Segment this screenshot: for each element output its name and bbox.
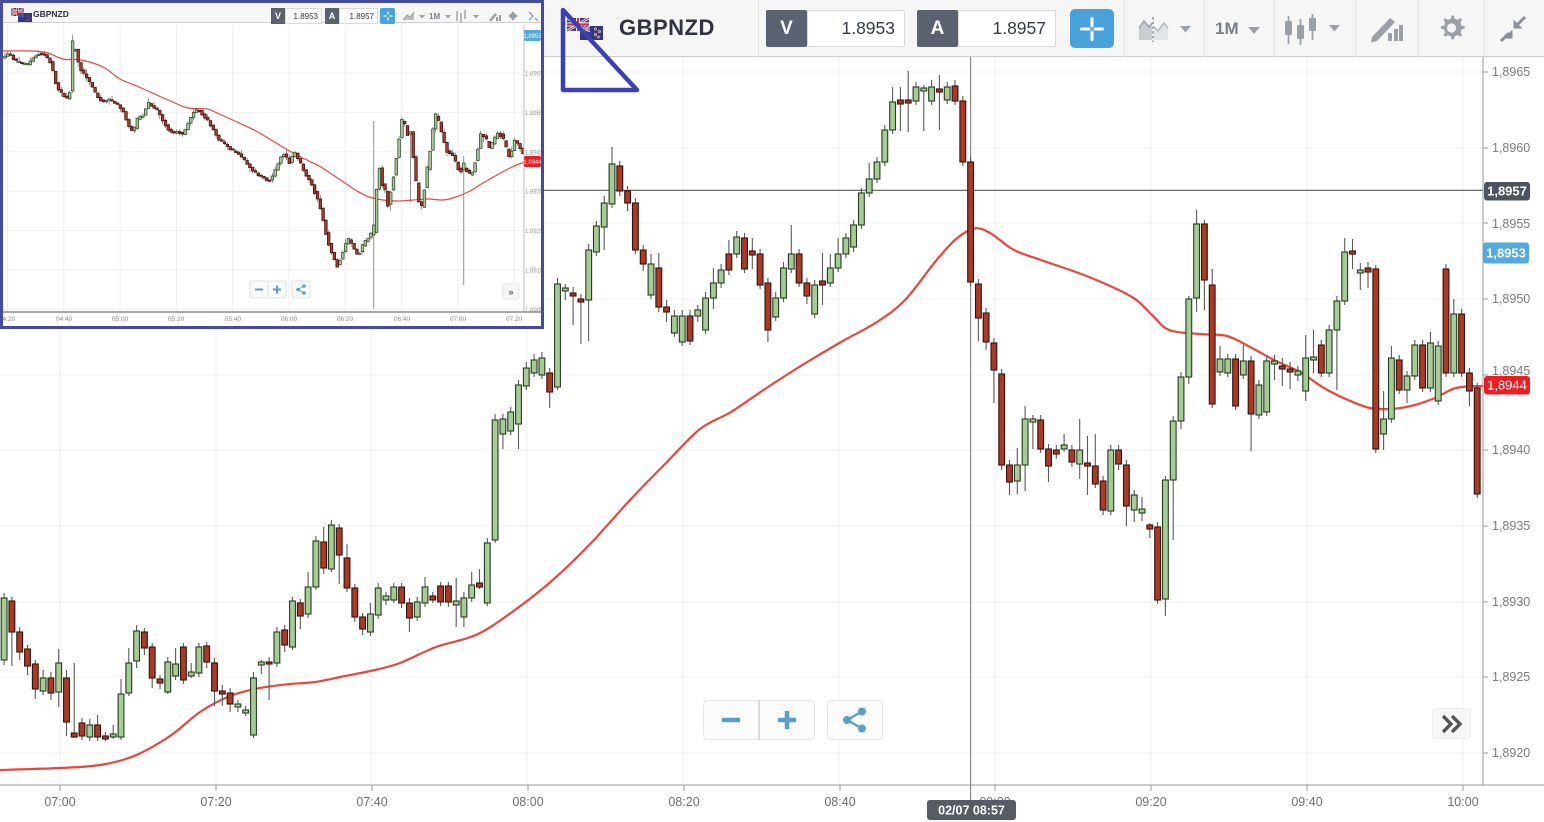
svg-text:09:20: 09:20: [1135, 795, 1166, 809]
svg-text:1,8945: 1,8945: [525, 150, 541, 156]
svg-text:08:40: 08:40: [824, 795, 855, 809]
svg-text:1,8957: 1,8957: [1487, 184, 1527, 199]
svg-text:07:00: 07:00: [450, 316, 467, 323]
svg-text:10:00: 10:00: [1447, 795, 1478, 809]
svg-text:08:20: 08:20: [668, 795, 699, 809]
svg-text:1,8905: 1,8905: [525, 308, 541, 314]
svg-text:1,8940: 1,8940: [1492, 443, 1530, 457]
svg-text:»: »: [508, 287, 513, 297]
svg-text:1,8930: 1,8930: [1492, 595, 1530, 609]
svg-text:02/07 08:57: 02/07 08:57: [938, 803, 1005, 817]
svg-text:07:20: 07:20: [506, 316, 523, 323]
svg-text:1,8925: 1,8925: [1492, 670, 1530, 684]
svg-text:1,8944: 1,8944: [523, 160, 541, 166]
svg-text:1,8965: 1,8965: [1492, 65, 1530, 79]
svg-text:1,8944: 1,8944: [1487, 378, 1527, 393]
svg-text:07:00: 07:00: [44, 795, 75, 809]
svg-text:07:40: 07:40: [356, 795, 387, 809]
svg-text:08:00: 08:00: [512, 795, 543, 809]
svg-text:06:00: 06:00: [281, 316, 298, 323]
svg-text:1,8955: 1,8955: [1492, 217, 1530, 231]
svg-text:1,8955: 1,8955: [525, 111, 541, 117]
svg-text:1M: 1M: [429, 12, 440, 21]
svg-text:06:40: 06:40: [394, 316, 411, 323]
svg-text:05:20: 05:20: [168, 316, 185, 323]
svg-text:1,8935: 1,8935: [525, 190, 541, 196]
svg-text:05:40: 05:40: [225, 316, 242, 323]
svg-text:09:40: 09:40: [1291, 795, 1322, 809]
svg-text:04:20: 04:20: [3, 316, 16, 323]
svg-text:1,8935: 1,8935: [1492, 519, 1530, 533]
svg-text:05:00: 05:00: [112, 316, 129, 323]
svg-text:1,8953: 1,8953: [523, 34, 541, 40]
svg-text:06:20: 06:20: [337, 316, 354, 323]
svg-text:1,8950: 1,8950: [1492, 292, 1530, 306]
svg-text:1,8965: 1,8965: [525, 72, 541, 78]
svg-text:1,8925: 1,8925: [525, 229, 541, 235]
svg-text:1,8945: 1,8945: [1492, 364, 1530, 378]
svg-text:1,8953: 1,8953: [1486, 245, 1526, 260]
svg-text:04:40: 04:40: [56, 316, 73, 323]
svg-text:1,8960: 1,8960: [1492, 141, 1530, 155]
svg-text:1,8920: 1,8920: [1492, 746, 1530, 760]
svg-text:1,8915: 1,8915: [525, 269, 541, 275]
svg-text:07:20: 07:20: [200, 795, 231, 809]
